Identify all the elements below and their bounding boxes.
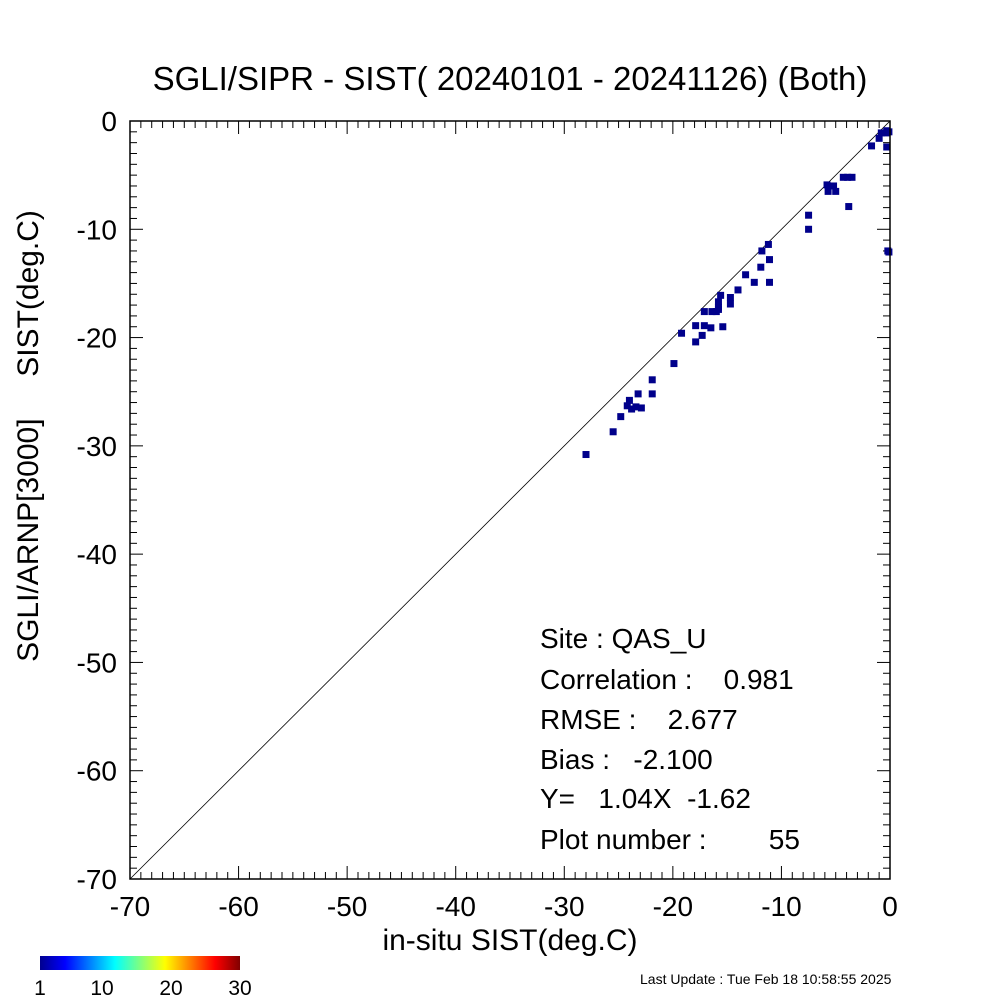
data-point [883, 143, 891, 151]
data-point [637, 404, 645, 412]
stat-plot-number: Plot number : 55 [540, 824, 800, 855]
data-point [765, 278, 773, 286]
identity-line [129, 120, 891, 880]
data-point [617, 413, 625, 421]
x-tick-label: -10 [761, 891, 801, 922]
data-point [750, 278, 758, 286]
data-point [700, 308, 708, 316]
y-tick-label: -20 [77, 323, 117, 354]
stat-site: Site : QAS_U [540, 623, 707, 654]
x-tick-label: -20 [653, 891, 693, 922]
data-point [623, 402, 631, 410]
chart-title: SGLI/SIPR - SIST( 20240101 - 20241126) (… [153, 60, 868, 97]
data-point [832, 187, 840, 195]
data-point [765, 256, 773, 264]
data-point [700, 322, 708, 330]
data-point [719, 323, 727, 331]
data-point [830, 182, 838, 190]
data-point [805, 225, 813, 233]
data-point [734, 286, 742, 294]
colorbar-tick-label: 30 [228, 977, 251, 1000]
data-point [805, 211, 813, 219]
data-point [717, 291, 725, 299]
data-point [692, 338, 700, 346]
data-point [877, 129, 885, 137]
x-tick-label: 0 [882, 891, 898, 922]
data-point [678, 329, 686, 337]
y-tick-label: -10 [77, 214, 117, 245]
data-point [714, 303, 722, 311]
data-points [582, 127, 893, 459]
x-tick-label: -30 [544, 891, 584, 922]
stat-correlation: Correlation : 0.981 [540, 664, 794, 695]
last-update: Last Update : Tue Feb 18 10:58:55 2025 [640, 971, 892, 987]
y-axis-title: SGLI/ARNP[3000] SIST(deg.C) [12, 210, 45, 662]
data-point [848, 173, 856, 181]
data-point [757, 263, 765, 271]
data-point [758, 247, 766, 255]
data-point [726, 300, 734, 308]
data-point [885, 128, 893, 136]
data-point [698, 331, 706, 339]
data-point [823, 181, 831, 189]
y-tick-label: -40 [77, 539, 117, 570]
data-point [845, 203, 853, 211]
data-point [844, 173, 852, 181]
data-point [714, 298, 722, 306]
data-point [726, 294, 734, 302]
colorbar: 1 10 20 30 [34, 956, 252, 1000]
stats-box: Site : QAS_U Correlation : 0.981 RMSE : … [540, 623, 800, 855]
x-tick-label: -40 [435, 891, 475, 922]
y-tick-label: -60 [77, 756, 117, 787]
stat-bias: Bias : -2.100 [540, 744, 713, 775]
y-tick-label: -70 [77, 864, 117, 895]
data-point [707, 324, 715, 332]
data-point [634, 390, 642, 398]
data-point [708, 308, 716, 316]
data-point [764, 240, 772, 248]
stat-fit: Y= 1.04X -1.62 [540, 783, 751, 814]
data-point [839, 173, 847, 181]
stat-rmse: RMSE : 2.677 [540, 704, 738, 735]
data-point [648, 376, 656, 384]
data-point [628, 405, 636, 413]
x-tick-label: -60 [218, 891, 258, 922]
x-tick-label: -50 [327, 891, 367, 922]
data-point [868, 142, 876, 150]
y-tick-label: -50 [77, 647, 117, 678]
y-tick-label: -30 [77, 431, 117, 462]
data-point [742, 271, 750, 279]
data-point [885, 248, 893, 256]
y-tick-label: 0 [101, 106, 117, 137]
data-point [692, 322, 700, 330]
data-point [648, 390, 656, 398]
data-point [670, 360, 678, 368]
colorbar-labels: 1 10 20 30 [34, 977, 252, 1000]
colorbar-gradient [40, 956, 240, 970]
data-point [875, 134, 883, 142]
plot-frame [129, 120, 891, 880]
colorbar-tick-label: 1 [34, 977, 46, 1000]
data-point [824, 187, 832, 195]
data-point [625, 396, 633, 404]
data-point [582, 451, 590, 459]
colorbar-tick-label: 20 [159, 977, 182, 1000]
tick-labels: -70 -60 -50 -40 -30 -20 -10 0 -70 -60 -50 -40 -30 -20… [77, 106, 898, 922]
colorbar-tick-label: 10 [90, 977, 113, 1000]
data-point [632, 403, 640, 411]
data-point [609, 428, 617, 436]
x-axis-title: in-situ SIST(deg.C) [382, 924, 637, 957]
x-tick-label: -70 [110, 891, 150, 922]
